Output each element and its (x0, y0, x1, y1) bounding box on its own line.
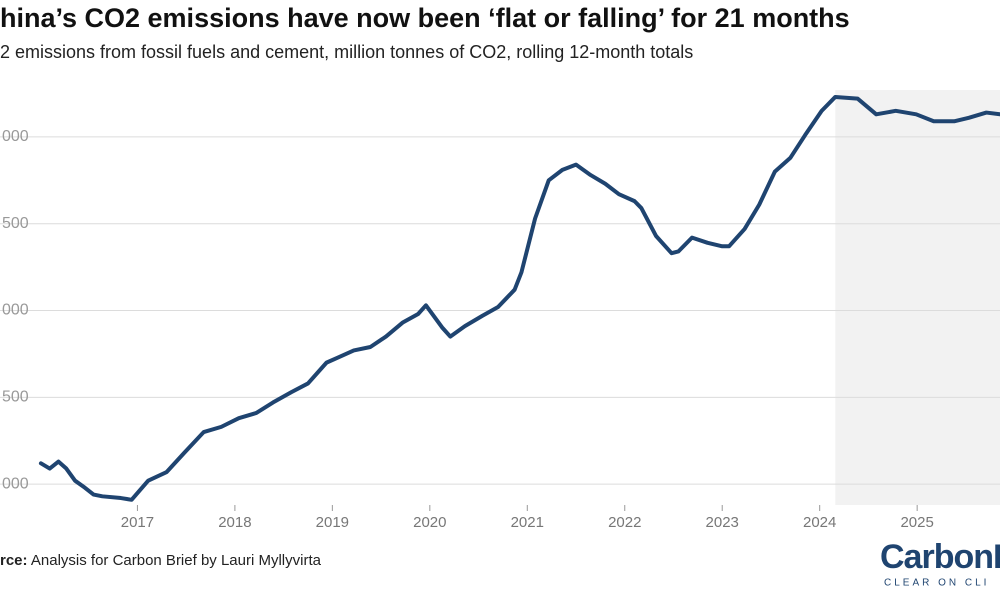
y-tick-label: 000 (2, 302, 29, 319)
x-tick-label: 2023 (706, 514, 739, 531)
logo-tagline: CLEAR ON CLI (884, 578, 989, 589)
shaded-period (835, 90, 1000, 505)
x-tick-label: 2017 (121, 514, 154, 531)
y-tick-label: 000 (2, 475, 29, 492)
x-tick-label: 2021 (511, 514, 544, 531)
chart-subtitle: 2 emissions from fossil fuels and cement… (0, 42, 693, 62)
x-tick-label: 2022 (608, 514, 641, 531)
source: rce: Analysis for Carbon Brief by Lauri … (0, 552, 322, 569)
x-tick-label: 2019 (316, 514, 349, 531)
plot: 000 500 000 500 000 2017 2018 2019 2020 2021 2022 2… (0, 90, 1000, 531)
y-tick-label: 000 (2, 128, 29, 145)
source-label: rce: (0, 552, 28, 569)
chart-title: hina’s CO2 emissions have now been ‘flat… (0, 3, 850, 33)
x-tick-label: 2020 (413, 514, 446, 531)
x-tick-label: 2025 (900, 514, 933, 531)
x-tick-label: 2018 (218, 514, 251, 531)
x-tick-label: 2024 (803, 514, 836, 531)
source-text: Analysis for Carbon Brief by Lauri Mylly… (31, 552, 322, 569)
y-tick-label: 500 (2, 215, 29, 232)
y-tick-label: 500 (2, 389, 29, 406)
line-series (38, 94, 1000, 502)
